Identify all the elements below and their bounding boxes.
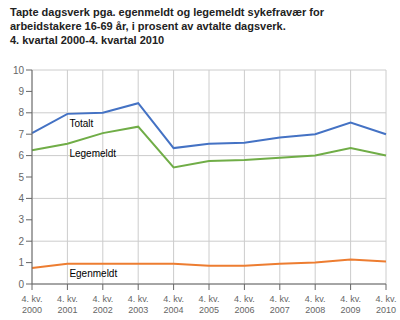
svg-text:8: 8 <box>18 107 24 118</box>
svg-text:Totalt: Totalt <box>69 118 93 129</box>
svg-text:2: 2 <box>18 236 24 247</box>
svg-text:Legemeldt: Legemeldt <box>69 148 116 159</box>
svg-text:4. kv.2008: 4. kv.2008 <box>305 294 326 315</box>
svg-text:6: 6 <box>18 150 24 161</box>
svg-text:5: 5 <box>18 172 24 183</box>
svg-text:4: 4 <box>18 193 24 204</box>
svg-text:4. kv.2006: 4. kv.2006 <box>234 294 255 315</box>
svg-text:4. kv.2005: 4. kv.2005 <box>199 294 220 315</box>
svg-text:10: 10 <box>13 65 25 76</box>
svg-text:7: 7 <box>18 129 24 140</box>
svg-text:1: 1 <box>18 257 24 268</box>
svg-text:3: 3 <box>18 214 24 225</box>
svg-text:4. kv.2007: 4. kv.2007 <box>269 294 290 315</box>
svg-text:4. kv.2002: 4. kv.2002 <box>92 294 113 315</box>
svg-text:4. kv.2001: 4. kv.2001 <box>57 294 78 315</box>
svg-text:4. kv.2010: 4. kv.2010 <box>376 294 397 315</box>
svg-text:0: 0 <box>18 279 24 290</box>
html-text:Tapte dagsverk pga. egenmeldt: Tapte dagsverk pga. egenmeldt og legemel… <box>10 6 324 32</box>
html-text:4. kvartal 2000-4. kvartal 201: 4. kvartal 2000-4. kvartal 2010 <box>10 34 165 46</box>
svg-text:4. kv.2003: 4. kv.2003 <box>128 294 149 315</box>
svg-text:4. kv.2000: 4. kv.2000 <box>22 294 43 315</box>
svg-text:4. kv.2004: 4. kv.2004 <box>163 294 184 315</box>
svg-text:Egenmeldt: Egenmeldt <box>69 268 117 279</box>
svg-text:9: 9 <box>18 86 24 97</box>
svg-text:4. kv.2009: 4. kv.2009 <box>340 294 361 315</box>
